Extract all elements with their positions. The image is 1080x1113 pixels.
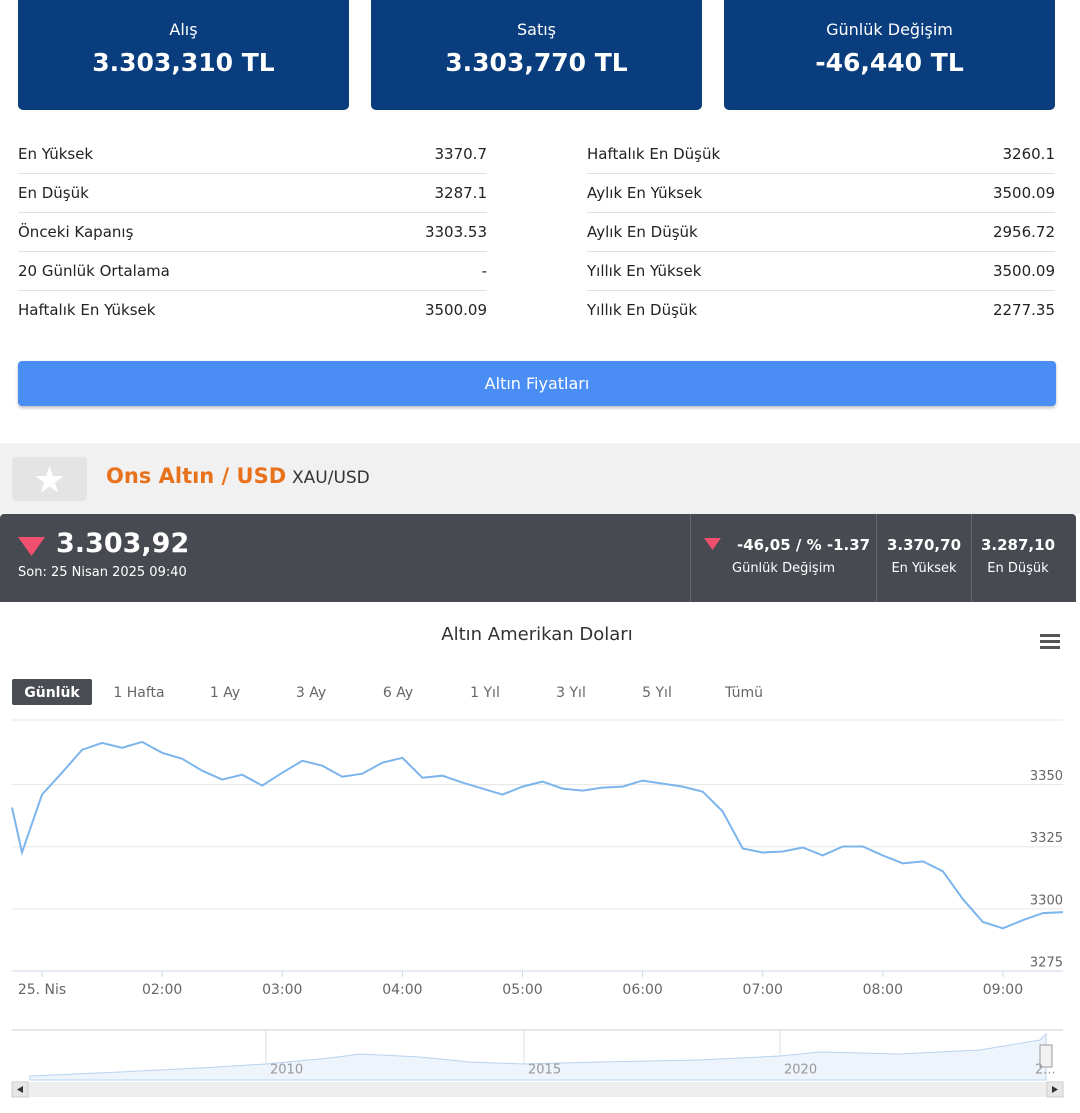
stat-row: 3500.09 Haftalık En Yüksek bbox=[18, 291, 487, 329]
stat-row: 3500.09 Yıllık En Yüksek bbox=[587, 252, 1055, 291]
range-button[interactable]: 1 Ay bbox=[210, 685, 240, 701]
down-arrow bbox=[704, 538, 721, 550]
stat-value: 3370.7 bbox=[434, 145, 488, 163]
y-tick-label: 3275 bbox=[1030, 956, 1063, 971]
stat-value: 2277.35 bbox=[992, 301, 1055, 319]
price-card: Günlük Değişim -46,440 TL bbox=[724, 0, 1055, 110]
x-tick-label: 08:00 bbox=[863, 982, 903, 998]
stat-row: 3303.53 Önceki Kapanış bbox=[18, 213, 487, 252]
card-label: Alış bbox=[169, 20, 198, 39]
favorite-button[interactable] bbox=[12, 457, 87, 501]
stat-value: 3287.1 bbox=[434, 184, 488, 202]
change-value: -46,05 / % -1.37 bbox=[737, 536, 871, 554]
stat-value: 3500.09 bbox=[992, 262, 1055, 280]
instrument-symbol: XAU/USD bbox=[292, 468, 370, 488]
separator bbox=[971, 514, 972, 602]
range-button[interactable]: Tümü bbox=[724, 685, 763, 701]
card-value: 3.303,770 TL bbox=[445, 48, 628, 77]
range-button[interactable]: Günlük bbox=[24, 685, 80, 701]
stat-value: 3303.53 bbox=[424, 223, 487, 241]
price-card: Alış 3.303,310 TL bbox=[18, 0, 349, 110]
y-tick-label: 3325 bbox=[1030, 831, 1063, 846]
menu-icon[interactable] bbox=[1040, 634, 1060, 649]
x-tick-label: 04:00 bbox=[382, 982, 422, 998]
x-tick-label: 06:00 bbox=[622, 982, 662, 998]
x-tick-label: 03:00 bbox=[262, 982, 302, 998]
down-arrow bbox=[18, 537, 45, 556]
range-selected[interactable] bbox=[12, 679, 92, 705]
prices-button[interactable]: Altın Fiyatları bbox=[18, 361, 1056, 406]
stat-row: 3500.09 Aylık En Yüksek bbox=[587, 174, 1055, 213]
stat-value: 3500.09 bbox=[992, 184, 1055, 202]
x-tick-label: 25. Nis bbox=[18, 982, 66, 998]
stat-label: Yıllık En Yüksek bbox=[587, 262, 702, 280]
y-tick-label: 3350 bbox=[1030, 769, 1063, 784]
price: 3.303,92 bbox=[56, 528, 190, 559]
ticker: 3.303,92 Son: 25 Nisan 2025 09:40 -46,05… bbox=[0, 514, 1076, 602]
navigator-label: 2... bbox=[1035, 1063, 1056, 1078]
navigator bbox=[11, 1029, 1064, 1098]
low-label: En Düşük bbox=[987, 561, 1049, 576]
card-value: -46,440 TL bbox=[815, 48, 964, 77]
stat-label: Aylık En Düşük bbox=[587, 223, 698, 241]
x-tick-label: 07:00 bbox=[743, 982, 783, 998]
stat-value: 3500.09 bbox=[424, 301, 487, 319]
separator bbox=[876, 514, 877, 602]
stat-row: 2277.35 Yıllık En Düşük bbox=[587, 291, 1055, 329]
stat-label: Haftalık En Yüksek bbox=[18, 301, 156, 319]
stat-label: En Yüksek bbox=[18, 145, 94, 163]
chart: Altın Amerikan Doları Günlük 1 Hafta 1 Ay 3… bbox=[11, 624, 1064, 1098]
y-tick-label: 3300 bbox=[1030, 893, 1063, 908]
separator bbox=[690, 514, 691, 602]
stat-row: 2956.72 Aylık En Düşük bbox=[587, 213, 1055, 252]
navigator-label: 2015 bbox=[528, 1063, 561, 1078]
low-value: 3.287,10 bbox=[980, 536, 1056, 554]
stat-row: - 20 Günlük Ortalama bbox=[18, 252, 487, 291]
x-tick-label: 05:00 bbox=[502, 982, 542, 998]
stat-label: 20 Günlük Ortalama bbox=[18, 262, 170, 280]
range-button[interactable]: 3 Yıl bbox=[556, 685, 586, 701]
x-tick-label: 09:00 bbox=[983, 982, 1023, 998]
range-button[interactable]: 5 Yıl bbox=[642, 685, 672, 701]
instrument-bar bbox=[0, 443, 1080, 514]
chart-title: Altın Amerikan Doları bbox=[441, 624, 632, 645]
stat-row: 3287.1 En Düşük bbox=[18, 174, 487, 213]
stat-label: En Düşük bbox=[18, 184, 89, 202]
range-button[interactable]: 6 Ay bbox=[383, 685, 413, 701]
stat-label: Önceki Kapanış bbox=[18, 223, 134, 241]
price-card: Satış 3.303,770 TL bbox=[371, 0, 702, 110]
star-icon bbox=[35, 466, 64, 493]
high-value: 3.370,70 bbox=[886, 536, 962, 554]
stats-right: 3260.1 Haftalık En Düşük 3500.09 Aylık En Y… bbox=[587, 135, 1055, 329]
stat-label: Haftalık En Düşük bbox=[587, 145, 721, 163]
navigator-label: 2010 bbox=[270, 1063, 303, 1078]
stat-value: 3260.1 bbox=[1002, 145, 1056, 163]
card-label: Günlük Değişim bbox=[826, 20, 953, 39]
stat-row: 3260.1 Haftalık En Düşük bbox=[587, 135, 1055, 174]
instrument-name: Ons Altın / USD bbox=[106, 464, 287, 488]
range-button[interactable]: 1 Hafta bbox=[113, 685, 164, 701]
updated: Son: 25 Nisan 2025 09:40 bbox=[18, 565, 187, 580]
change-label: Günlük Değişim bbox=[732, 561, 835, 576]
card-value: 3.303,310 TL bbox=[92, 48, 275, 77]
stat-row: 3370.7 En Yüksek bbox=[18, 135, 487, 174]
stat-label: Aylık En Yüksek bbox=[587, 184, 703, 202]
card-label: Satış bbox=[516, 20, 556, 39]
stat-label: Yıllık En Düşük bbox=[587, 301, 698, 319]
navigator-label: 2020 bbox=[784, 1063, 817, 1078]
high-label: En Yüksek bbox=[891, 561, 957, 576]
price-line bbox=[11, 740, 1064, 930]
stat-value: - bbox=[481, 262, 487, 280]
stats-left: 3370.7 En Yüksek 3287.1 En Düşük 3303.53 Önce… bbox=[18, 135, 487, 329]
stat-value: 2956.72 bbox=[992, 223, 1055, 241]
range-button[interactable]: 3 Ay bbox=[296, 685, 326, 701]
range-button[interactable]: 1 Yıl bbox=[470, 685, 500, 701]
x-tick-label: 02:00 bbox=[142, 982, 182, 998]
